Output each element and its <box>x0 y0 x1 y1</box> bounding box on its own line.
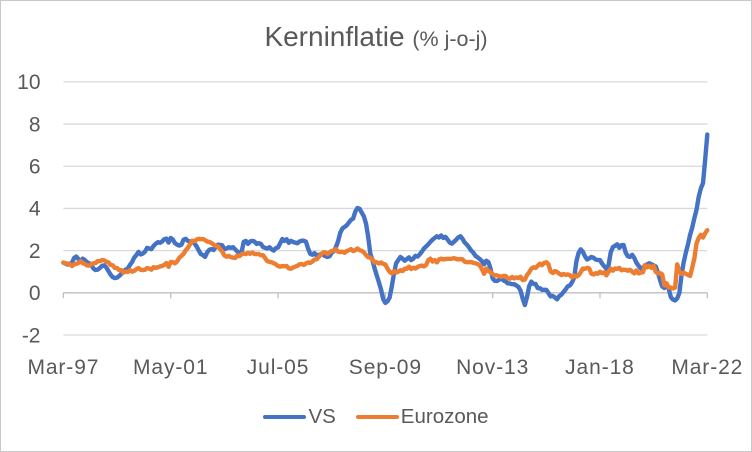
y-tick-label-6: 6 <box>28 155 40 178</box>
x-tick-label-0: Mar-97 <box>27 355 99 378</box>
gridlines <box>62 80 707 336</box>
series-line-eurozone[interactable] <box>60 227 709 291</box>
y-tick-label-0: 0 <box>28 282 40 305</box>
legend-swatch-vs <box>263 414 307 420</box>
series-line-vs[interactable] <box>60 131 709 307</box>
legend-item-vs[interactable]: VS <box>263 405 336 429</box>
x-tick-label-3: Sep-09 <box>348 355 421 378</box>
chart-title: Kerninflatie (% j-o-j) <box>1 21 751 53</box>
legend-label-eurozone: Eurozone <box>400 405 489 428</box>
y-tick-label-8: 8 <box>28 113 40 136</box>
x-tick-label-5: Jan-18 <box>565 355 635 378</box>
y-tick-label--2: -2 <box>21 324 40 347</box>
x-axis-labels: Mar-97 May-01 Jul-05 Sep-09 Nov-13 Jan-18 Mar-… <box>27 355 743 378</box>
legend-item-eurozone[interactable]: Eurozone <box>355 405 489 429</box>
x-tick-label-6: Mar-22 <box>671 355 743 378</box>
x-tick-label-4: Nov-13 <box>456 355 529 378</box>
series-lines <box>60 131 709 307</box>
x-tick-label-2: Jul-05 <box>246 355 309 378</box>
legend-swatch-eurozone <box>355 414 399 420</box>
y-tick-label-10: 10 <box>17 71 40 94</box>
legend: VS Eurozone <box>1 405 751 429</box>
y-tick-label-4: 4 <box>28 197 40 220</box>
chart-title-unit: (% j-o-j) <box>412 27 488 51</box>
chart-title-main: Kerninflatie <box>264 21 405 52</box>
legend-label-vs: VS <box>308 405 336 428</box>
x-axis <box>62 291 708 298</box>
x-tick-label-1: May-01 <box>132 355 207 378</box>
y-tick-label-2: 2 <box>28 239 40 262</box>
y-axis-labels: -2 0 2 4 6 8 10 <box>17 71 41 347</box>
